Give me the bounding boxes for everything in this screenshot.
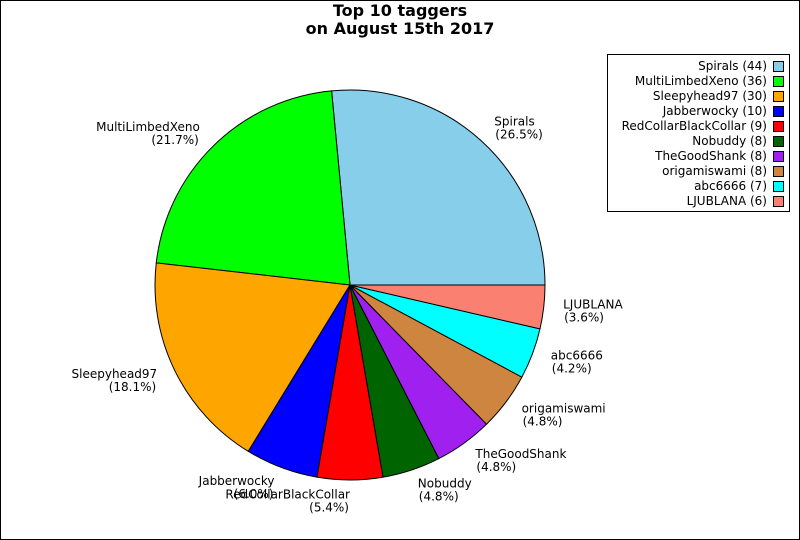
legend-label: abc6666 (7) <box>694 179 767 193</box>
legend-item-abc6666: abc6666 (7) <box>608 179 789 194</box>
legend-item-redcollarblackcollar: RedCollarBlackCollar (9) <box>608 119 789 134</box>
slice-label-abc6666: abc6666 (4.2%) <box>551 349 603 376</box>
legend-item-spirals: Spirals (44) <box>608 59 789 74</box>
slice-label-percent: (4.8%) <box>523 415 563 429</box>
legend-label: Nobuddy (8) <box>692 134 767 148</box>
slice-label-percent: (26.5%) <box>495 127 542 141</box>
legend-label: Spirals (44) <box>698 59 767 73</box>
legend-swatch <box>773 166 784 177</box>
legend-swatch <box>773 121 784 132</box>
legend-item-thegoodshank: TheGoodShank (8) <box>608 149 789 164</box>
slice-label-percent: (4.8%) <box>419 490 459 504</box>
pie-slice-sleepyhead97 <box>154 262 351 453</box>
slice-label-name: TheGoodShank <box>474 447 566 461</box>
slice-label-percent: (18.1%) <box>109 380 156 394</box>
legend-label: MultiLimbedXeno (36) <box>634 74 767 88</box>
slice-label-percent: (3.6%) <box>564 310 604 324</box>
slice-label-ljublana: LJUBLANA (3.6%) <box>563 297 623 324</box>
legend-swatch <box>773 136 784 147</box>
chart-title-line-1: Top 10 taggers <box>332 1 468 20</box>
chart-title: Top 10 taggers on August 15th 2017 <box>0 2 800 38</box>
legend-label: TheGoodShank (8) <box>655 149 767 163</box>
legend-swatch <box>773 91 784 102</box>
legend-item-sleepyhead97: Sleepyhead97 (30) <box>608 89 789 104</box>
slice-label-origamiswami: origamiswami (4.8%) <box>522 402 606 429</box>
slice-label-percent: (5.4%) <box>309 501 349 515</box>
slice-label-sleepyhead97: Sleepyhead97 (18.1%) <box>72 367 158 394</box>
slice-label-nobuddy: Nobuddy (4.8%) <box>418 477 472 504</box>
pie-slice-spirals <box>331 89 546 286</box>
slice-label-name: abc6666 <box>551 349 603 363</box>
legend-item-origamiswami: origamiswami (8) <box>608 164 789 179</box>
slice-label-jabberwocky: Jabberwocky (6.0%) <box>198 474 275 501</box>
legend-label: Jabberwocky (10) <box>662 104 767 118</box>
legend-item-jabberwocky: Jabberwocky (10) <box>608 104 789 119</box>
slice-label-name: Sleepyhead97 <box>72 367 158 381</box>
slice-label-percent: (4.2%) <box>552 362 592 376</box>
legend: Spirals (44) MultiLimbedXeno (36) Sleepyhe… <box>607 54 790 212</box>
pie-slice-multilimbedxeno <box>155 90 351 286</box>
slice-label-name: Jabberwocky <box>198 474 275 488</box>
chart-title-line-2: on August 15th 2017 <box>305 19 495 38</box>
slice-label-name: LJUBLANA <box>563 297 623 311</box>
slice-label-name: Spirals <box>494 114 534 128</box>
slice-label-percent: (4.8%) <box>476 460 516 474</box>
slice-label-redcollarblackcollar: RedCollarBlackCollar (5.4%) <box>225 488 350 515</box>
legend-item-ljublana: LJUBLANA (6) <box>608 194 789 209</box>
pie-slice-ljublana <box>349 284 546 330</box>
slice-label-thegoodshank: TheGoodShank (4.8%) <box>474 447 566 474</box>
legend-swatch <box>773 76 784 87</box>
slice-label-name: origamiswami <box>522 402 606 416</box>
slice-label-name: MultiLimbedXeno <box>96 120 200 134</box>
legend-label: Sleepyhead97 (30) <box>652 89 767 103</box>
legend-label: RedCollarBlackCollar (9) <box>621 119 767 133</box>
legend-swatch <box>773 151 784 162</box>
slice-label-multilimbedxeno: MultiLimbedXeno (21.7%) <box>96 120 200 147</box>
legend-label: LJUBLANA (6) <box>686 194 767 208</box>
slice-label-name: Nobuddy <box>418 477 472 491</box>
legend-swatch <box>773 181 784 192</box>
legend-swatch <box>773 196 784 207</box>
slice-label-percent: (6.0%) <box>234 487 274 501</box>
legend-item-nobuddy: Nobuddy (8) <box>608 134 789 149</box>
legend-label: origamiswami (8) <box>662 164 767 178</box>
slice-label-percent: (21.7%) <box>151 133 198 147</box>
legend-swatch <box>773 61 784 72</box>
legend-item-multilimbedxeno: MultiLimbedXeno (36) <box>608 74 789 89</box>
slice-label-spirals: Spirals (26.5%) <box>494 114 542 141</box>
slice-label-name: RedCollarBlackCollar <box>225 488 350 502</box>
legend-swatch <box>773 106 784 117</box>
